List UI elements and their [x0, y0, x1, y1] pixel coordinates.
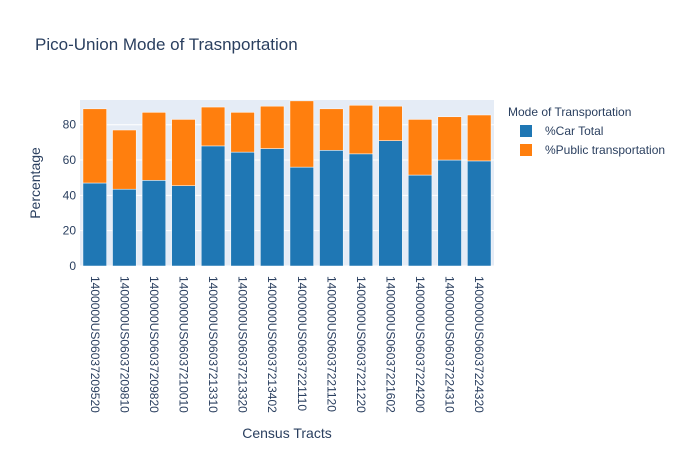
x-tick-label: 1400000US06037221602 — [384, 276, 398, 413]
x-axis-ticks: 1400000US06037209520 1400000US06037209810… — [88, 276, 486, 413]
bar-public-transportation[interactable] — [230, 112, 255, 153]
bar-public-transportation[interactable] — [260, 105, 285, 149]
bar-car-total[interactable] — [141, 180, 167, 267]
bar-car-total[interactable] — [407, 174, 433, 267]
bar-public-transportation[interactable] — [200, 106, 226, 147]
bar-car-total[interactable] — [260, 148, 285, 267]
legend-title: Mode of Transportation — [508, 105, 631, 119]
y-tick-label: 20 — [63, 224, 77, 238]
legend-item[interactable]: %Public transportation — [520, 143, 665, 157]
x-tick-label: 1400000US06037210010 — [177, 276, 191, 413]
x-tick-label: 1400000US06037213402 — [265, 276, 279, 413]
x-tick-label: 1400000US06037224320 — [472, 276, 486, 413]
x-tick-label: 1400000US06037221120 — [324, 276, 338, 412]
x-tick-label: 1400000US06037209820 — [147, 276, 161, 413]
y-tick-label: 0 — [69, 259, 76, 273]
bar-car-total[interactable] — [467, 160, 492, 267]
chart-title: Pico-Union Mode of Trasnportation — [35, 35, 298, 54]
bar-public-transportation[interactable] — [82, 108, 107, 184]
y-axis-ticks: 0 20 40 60 80 — [63, 118, 77, 273]
legend[interactable]: Mode of Transportation %Car Total %Public… — [508, 105, 665, 157]
x-axis-title: Census Tracts — [242, 425, 331, 441]
bar-car-total[interactable] — [437, 159, 462, 267]
bar-car-total[interactable] — [348, 153, 374, 267]
x-tick-label: 1400000US06037221110 — [295, 276, 309, 411]
legend-label: %Car Total — [545, 124, 603, 138]
bar-public-transportation[interactable] — [141, 112, 167, 181]
x-tick-label: 1400000US06037213310 — [206, 276, 220, 413]
x-tick-label: 1400000US06037213320 — [236, 276, 250, 413]
bar-car-total[interactable] — [112, 188, 137, 267]
legend-item[interactable]: %Car Total — [520, 124, 603, 138]
bar-public-transportation[interactable] — [319, 108, 344, 151]
bar-public-transportation[interactable] — [171, 119, 196, 186]
legend-swatch — [520, 125, 532, 137]
bars — [82, 100, 492, 267]
x-tick-label: 1400000US06037209520 — [88, 276, 102, 413]
bar-public-transportation[interactable] — [407, 119, 433, 176]
bar-public-transportation[interactable] — [378, 105, 403, 141]
legend-swatch — [520, 144, 532, 156]
x-tick-label: 1400000US06037221220 — [354, 276, 368, 413]
bar-public-transportation[interactable] — [437, 116, 462, 161]
y-axis-title: Percentage — [27, 147, 43, 219]
bar-car-total[interactable] — [200, 145, 226, 267]
bar-car-total[interactable] — [319, 150, 344, 267]
x-tick-label: 1400000US06037224200 — [413, 276, 427, 413]
bar-car-total[interactable] — [289, 166, 314, 267]
bar-public-transportation[interactable] — [289, 100, 314, 168]
bar-public-transportation[interactable] — [112, 129, 137, 190]
x-tick-label: 1400000US06037224310 — [443, 276, 457, 413]
bar-car-total[interactable] — [378, 140, 403, 267]
legend-label: %Public transportation — [545, 143, 665, 157]
bar-car-total[interactable] — [230, 151, 255, 267]
y-tick-label: 60 — [63, 153, 77, 167]
y-tick-label: 80 — [63, 118, 77, 132]
x-tick-label: 1400000US06037209810 — [117, 276, 131, 413]
bar-car-total[interactable] — [171, 185, 196, 267]
y-tick-label: 40 — [63, 188, 77, 202]
bar-public-transportation[interactable] — [467, 114, 492, 162]
bar-car-total[interactable] — [82, 182, 107, 267]
bar-public-transportation[interactable] — [348, 105, 374, 155]
